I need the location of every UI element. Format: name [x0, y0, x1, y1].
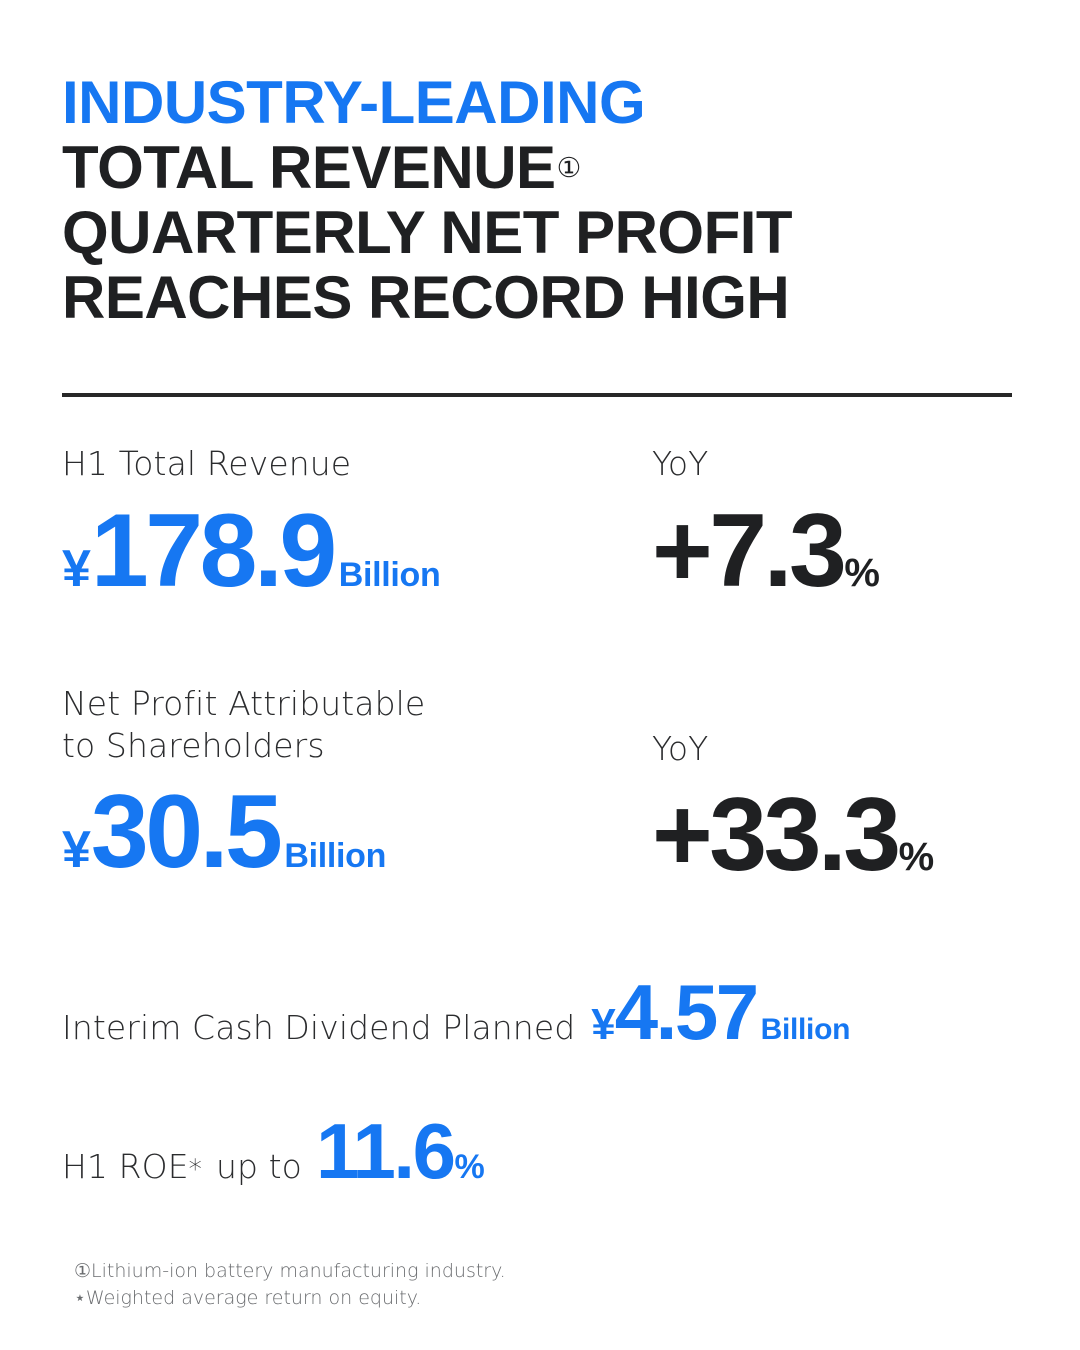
metric-row-total-revenue: H1 Total Revenue ¥ 178.9 Billion YoY +7.…: [62, 443, 1018, 610]
metrics-section: H1 Total Revenue ¥ 178.9 Billion YoY +7.…: [62, 443, 1018, 1196]
metric-col-value-net-profit: Net Profit Attributable to Shareholders …: [62, 683, 652, 892]
metric-label-net-profit-line2: to Shareholders: [62, 725, 325, 765]
yoy-value-number-revenue: +7.3: [652, 492, 847, 609]
percent-symbol-net-profit: %: [898, 834, 935, 879]
footnote-marker-circled-one-icon: ①: [556, 151, 582, 183]
metric-col-value-revenue: H1 Total Revenue ¥ 178.9 Billion: [62, 443, 652, 610]
footnote-item: ①Lithium-ion battery manufacturing indus…: [74, 1260, 506, 1283]
metric-value-number-dividend: 4.57: [614, 967, 759, 1056]
footnote-item: ⋆Weighted average return on equity.: [74, 1287, 422, 1310]
metric-unit-revenue: Billion: [338, 555, 441, 594]
metric-label-net-profit-line1: Net Profit Attributable: [62, 683, 426, 723]
yoy-label-revenue: YoY: [652, 444, 709, 484]
headline-line-4: REACHES RECORD HIGH: [62, 264, 790, 332]
metric-label-total-revenue: H1 Total Revenue: [62, 444, 352, 484]
metric-value-number-net-profit: 30.5: [90, 774, 283, 891]
metric-row-roe: H1 ROE* up to 11.6 %: [62, 1106, 1018, 1197]
footnotes-block: ①Lithium-ion battery manufacturing indus…: [74, 1258, 506, 1312]
yoy-value-net-profit: +33.3 %: [652, 776, 1018, 895]
yen-symbol-icon: ¥: [62, 821, 91, 880]
yoy-value-number-net-profit: +33.3: [652, 776, 901, 893]
yoy-value-revenue: +7.3 %: [652, 492, 1018, 611]
metric-value-net-profit: ¥ 30.5 Billion: [62, 773, 652, 892]
yen-symbol-icon: ¥: [591, 999, 616, 1049]
metric-unit-net-profit: Billion: [284, 837, 387, 876]
metric-value-number-roe: 11.6: [315, 1106, 456, 1195]
metric-value-total-revenue: ¥ 178.9 Billion: [62, 492, 652, 611]
headline-line-1: INDUSTRY-LEADING: [62, 69, 646, 136]
headline-line-2-text: TOTAL REVENUE: [62, 134, 556, 202]
metric-row-net-profit: Net Profit Attributable to Shareholders …: [62, 683, 1018, 895]
metric-label-roe-text: H1 ROE: [62, 1146, 189, 1186]
metric-label-roe-suffix: up to: [215, 1146, 302, 1186]
percent-symbol-revenue: %: [844, 550, 880, 595]
metric-unit-dividend: Billion: [760, 1012, 851, 1046]
footnote-marker-asterisk-icon: *: [188, 1153, 202, 1185]
yoy-label-net-profit: YoY: [652, 728, 709, 768]
metric-col-yoy-revenue: YoY +7.3 %: [652, 443, 1018, 610]
metric-label-roe-prefix: H1 ROE*: [62, 1150, 202, 1183]
metric-row-spacer: [62, 611, 1018, 683]
header-divider: [62, 393, 1012, 398]
metric-label-dividend: Interim Cash Dividend Planned: [62, 1007, 576, 1047]
headline-line-2: TOTAL REVENUE①: [62, 135, 1018, 200]
metric-row-dividend: Interim Cash Dividend Planned ¥ 4.57 Bil…: [62, 967, 1018, 1058]
yen-symbol-icon: ¥: [62, 539, 91, 598]
headline-line-3: QUARTERLY NET PROFIT: [62, 199, 793, 267]
headline-block: INDUSTRY-LEADING TOTAL REVENUE① QUARTERL…: [62, 0, 1018, 330]
percent-symbol-roe: %: [454, 1147, 485, 1186]
metric-col-yoy-net-profit: YoY +33.3 %: [652, 683, 1018, 895]
metric-value-number-revenue: 178.9: [90, 492, 337, 609]
